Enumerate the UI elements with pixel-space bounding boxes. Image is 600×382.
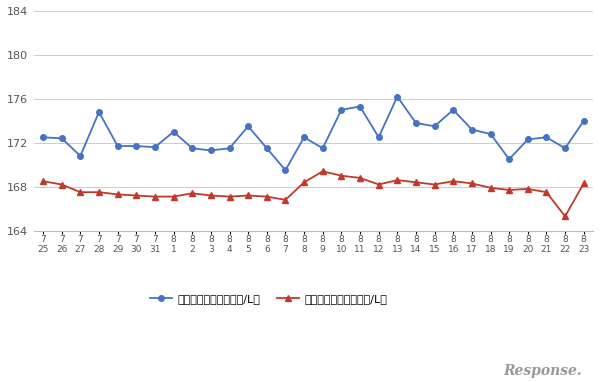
ハイオク実売価格（円/L） [245, 193, 252, 198]
ハイオク実売価格（円/L） [40, 179, 47, 183]
ハイオク看板価格（円/L） [40, 135, 47, 139]
ハイオク看板価格（円/L） [114, 144, 121, 148]
ハイオク看板価格（円/L） [356, 104, 364, 109]
ハイオク看板価格（円/L） [77, 154, 84, 158]
ハイオク実売価格（円/L） [282, 197, 289, 202]
ハイオク看板価格（円/L） [487, 132, 494, 136]
ハイオク看板価格（円/L） [338, 107, 345, 112]
ハイオク看板価格（円/L） [543, 135, 550, 139]
ハイオク実売価格（円/L） [95, 190, 103, 194]
ハイオク看板価格（円/L） [151, 145, 158, 149]
Text: Response.: Response. [503, 364, 582, 378]
Line: ハイオク実売価格（円/L）: ハイオク実売価格（円/L） [40, 168, 587, 219]
ハイオク看板価格（円/L） [301, 135, 308, 139]
ハイオク看板価格（円/L） [412, 121, 419, 125]
ハイオク実売価格（円/L） [77, 190, 84, 194]
ハイオク看板価格（円/L） [580, 118, 587, 123]
ハイオク看板価格（円/L） [431, 124, 438, 129]
ハイオク実売価格（円/L） [170, 194, 177, 199]
ハイオク実売価格（円/L） [431, 182, 438, 187]
ハイオク実売価格（円/L） [524, 186, 532, 191]
ハイオク看板価格（円/L） [394, 94, 401, 99]
ハイオク実売価格（円/L） [207, 193, 214, 198]
ハイオク実売価格（円/L） [562, 214, 569, 219]
ハイオク実売価格（円/L） [468, 181, 475, 186]
ハイオク看板価格（円/L） [468, 127, 475, 132]
ハイオク実売価格（円/L） [394, 178, 401, 182]
ハイオク看板価格（円/L） [95, 110, 103, 114]
ハイオク実売価格（円/L） [580, 181, 587, 186]
ハイオク実売価格（円/L） [58, 182, 65, 187]
ハイオク看板価格（円/L） [282, 168, 289, 173]
ハイオク看板価格（円/L） [449, 107, 457, 112]
ハイオク看板価格（円/L） [133, 144, 140, 148]
ハイオク実売価格（円/L） [506, 188, 513, 192]
ハイオク看板価格（円/L） [170, 129, 177, 134]
ハイオク看板価格（円/L） [375, 135, 382, 139]
ハイオク実売価格（円/L） [356, 176, 364, 180]
ハイオク看板価格（円/L） [207, 148, 214, 153]
ハイオク実売価格（円/L） [319, 169, 326, 173]
ハイオク実売価格（円/L） [151, 194, 158, 199]
ハイオク看板価格（円/L） [58, 136, 65, 141]
ハイオク看板価格（円/L） [188, 146, 196, 151]
ハイオク看板価格（円/L） [562, 146, 569, 151]
ハイオク実売価格（円/L） [188, 191, 196, 196]
ハイオク看板価格（円/L） [263, 146, 271, 151]
ハイオク実売価格（円/L） [412, 180, 419, 185]
ハイオク看板価格（円/L） [245, 124, 252, 129]
ハイオク実売価格（円/L） [449, 179, 457, 183]
ハイオク実売価格（円/L） [301, 180, 308, 185]
ハイオク実売価格（円/L） [226, 194, 233, 199]
ハイオク看板価格（円/L） [524, 137, 532, 142]
ハイオク実売価格（円/L） [487, 186, 494, 190]
ハイオク看板価格（円/L） [506, 157, 513, 162]
ハイオク実売価格（円/L） [114, 192, 121, 197]
ハイオク実売価格（円/L） [543, 190, 550, 194]
ハイオク実売価格（円/L） [338, 173, 345, 178]
Line: ハイオク看板価格（円/L）: ハイオク看板価格（円/L） [40, 94, 587, 173]
Legend: ハイオク看板価格（円/L）, ハイオク実売価格（円/L）: ハイオク看板価格（円/L）, ハイオク実売価格（円/L） [145, 290, 392, 309]
ハイオク看板価格（円/L） [226, 146, 233, 151]
ハイオク看板価格（円/L） [319, 146, 326, 151]
ハイオク実売価格（円/L） [263, 194, 271, 199]
ハイオク実売価格（円/L） [375, 182, 382, 187]
ハイオク実売価格（円/L） [133, 193, 140, 198]
